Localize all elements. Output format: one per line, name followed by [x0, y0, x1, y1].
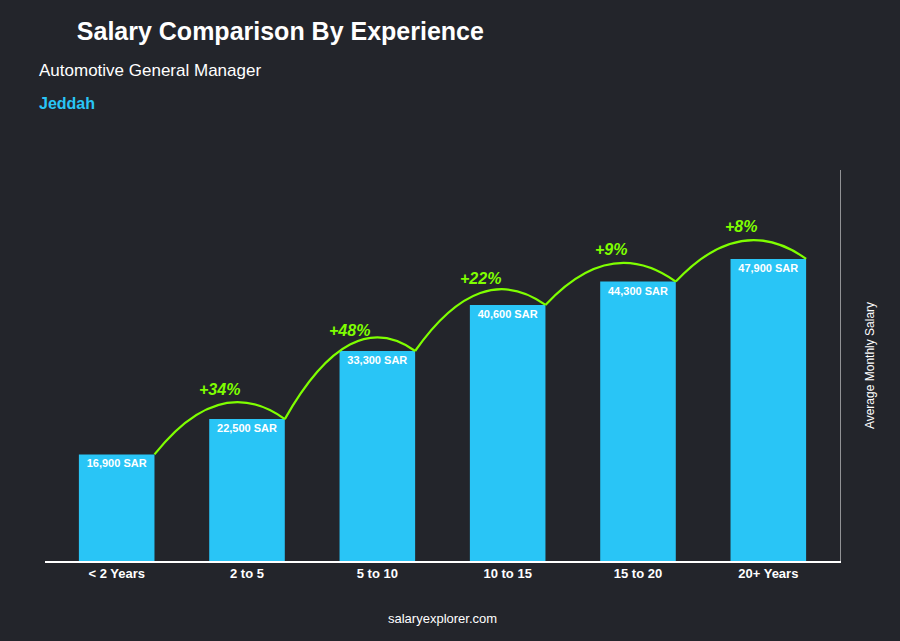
svg-text:40,600 SAR: 40,600 SAR [478, 308, 538, 320]
svg-text:+9%: +9% [595, 241, 627, 258]
svg-text:15 to 20: 15 to 20 [614, 566, 662, 581]
svg-text:22,500 SAR: 22,500 SAR [217, 422, 277, 434]
svg-text:salaryexplorer.com: salaryexplorer.com [388, 611, 497, 626]
svg-text:2 to 5: 2 to 5 [230, 566, 264, 581]
svg-text:44,300 SAR: 44,300 SAR [608, 285, 668, 297]
svg-text:Salary Comparison By Experienc: Salary Comparison By Experience [77, 17, 484, 45]
svg-text:10 to 15: 10 to 15 [483, 566, 531, 581]
svg-text:Average Monthly Salary: Average Monthly Salary [863, 302, 877, 429]
svg-text:33,300 SAR: 33,300 SAR [347, 354, 407, 366]
svg-text:< 2 Years: < 2 Years [88, 566, 145, 581]
svg-text:+8%: +8% [725, 218, 757, 235]
svg-text:16,900 SAR: 16,900 SAR [87, 457, 147, 469]
svg-text:+48%: +48% [329, 322, 370, 339]
svg-text:5 to 10: 5 to 10 [357, 566, 398, 581]
svg-text:Jeddah: Jeddah [39, 95, 95, 112]
svg-text:20+ Years: 20+ Years [738, 566, 798, 581]
svg-text:+22%: +22% [460, 270, 501, 287]
svg-text:+34%: +34% [199, 381, 240, 398]
svg-text:47,900 SAR: 47,900 SAR [738, 262, 798, 274]
svg-text:Automotive General Manager: Automotive General Manager [39, 61, 261, 80]
